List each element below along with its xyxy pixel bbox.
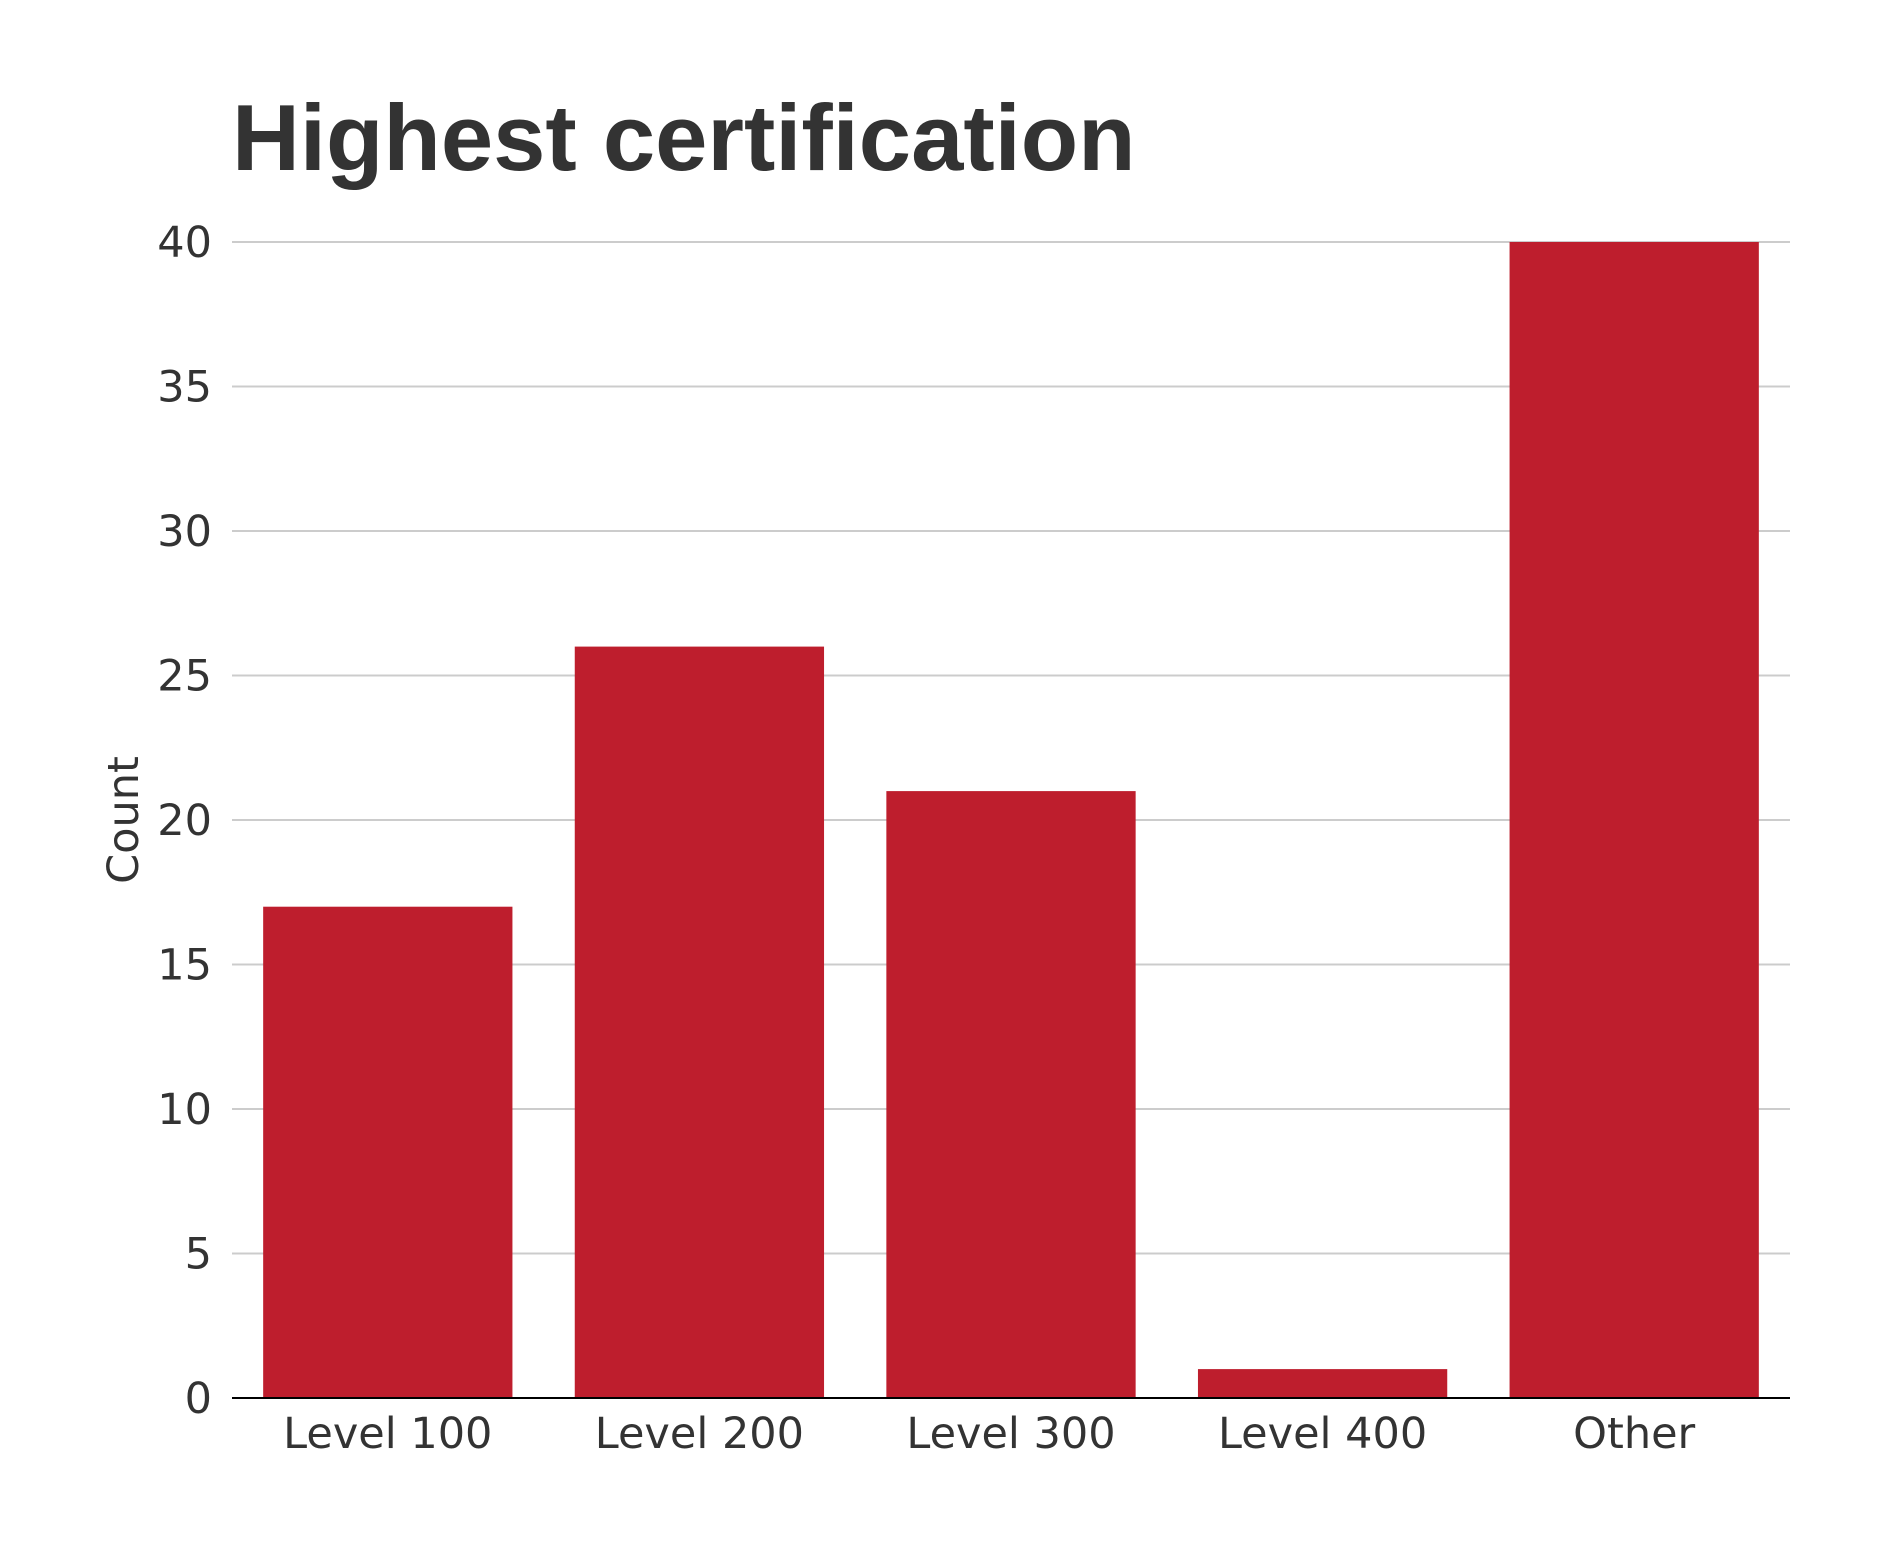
- x-tick-label: Level 400: [1218, 1409, 1427, 1459]
- y-axis-label: Count: [99, 756, 149, 884]
- bars: [263, 242, 1759, 1398]
- y-tick-label: 25: [157, 652, 212, 702]
- x-tick-label: Level 100: [283, 1409, 492, 1459]
- bar-other: [1509, 242, 1759, 1398]
- y-tick-label: 0: [185, 1374, 212, 1424]
- x-axis-ticks: Level 100 Level 200 Level 300 Level 400 Othe…: [283, 1409, 1695, 1459]
- y-tick-label: 40: [157, 218, 212, 268]
- bar-level-100: [263, 906, 513, 1398]
- y-tick-label: 30: [157, 507, 212, 557]
- x-tick-label: Level 200: [595, 1409, 804, 1459]
- y-tick-label: 5: [185, 1230, 212, 1280]
- y-tick-label: 20: [157, 796, 212, 846]
- bar-level-200: [574, 646, 825, 1398]
- y-tick-label: 35: [157, 363, 212, 413]
- bar-level-300: [886, 791, 1136, 1398]
- x-tick-label: Other: [1573, 1409, 1695, 1459]
- y-tick-label: 15: [157, 941, 212, 991]
- y-axis-ticks: 0 5 10 15 20 25 30 35 40: [157, 218, 212, 1424]
- y-tick-label: 10: [157, 1085, 212, 1135]
- x-tick-label: Level 300: [906, 1409, 1115, 1459]
- chart-title: Highest certification: [232, 85, 1136, 190]
- bar-level-400: [1197, 1369, 1448, 1398]
